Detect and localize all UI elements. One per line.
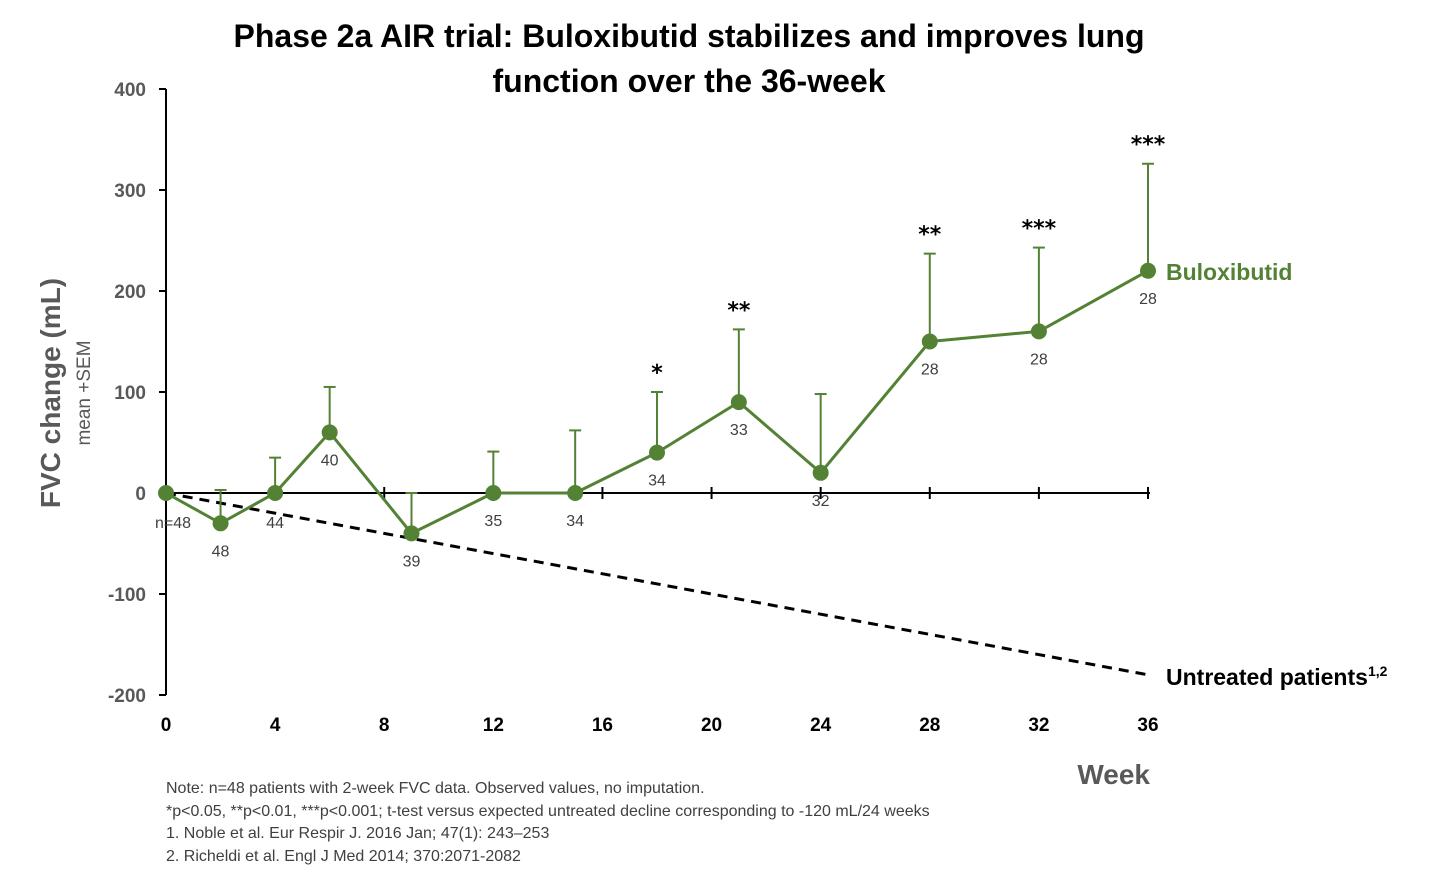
data-point bbox=[649, 444, 665, 461]
n-label: 34 bbox=[566, 513, 584, 530]
data-point bbox=[567, 485, 584, 501]
x-axis-label: Week bbox=[1077, 759, 1150, 790]
y-tick-label: 200 bbox=[114, 282, 146, 303]
data-point bbox=[485, 485, 502, 501]
chart-title-line-2: function over the 36-week bbox=[493, 63, 886, 99]
x-tick-label: 28 bbox=[919, 715, 940, 736]
y-axis-sublabel: mean +SEM bbox=[74, 340, 95, 445]
x-tick-labels: 0 4 8 12 16 20 24 28 32 36 bbox=[161, 715, 1159, 736]
significance-label: ** bbox=[918, 223, 942, 248]
significance-label: *** bbox=[1131, 133, 1166, 158]
error-bars bbox=[214, 162, 1154, 534]
n-label: 28 bbox=[1030, 351, 1048, 368]
data-point bbox=[921, 333, 938, 350]
x-tick-label: 8 bbox=[379, 715, 390, 736]
footnote-significance: *p<0.05, **p<0.01, ***p<0.001; t-test ve… bbox=[166, 802, 930, 820]
y-tick-label: -100 bbox=[108, 585, 146, 606]
x-tick-label: 16 bbox=[592, 715, 613, 736]
chart-title-line-1: Phase 2a AIR trial: Buloxibutid stabiliz… bbox=[234, 18, 1145, 54]
n-label: 33 bbox=[730, 422, 748, 439]
y-tick-label: 0 bbox=[135, 484, 146, 505]
legend-untreated: Untreated patients1,2 bbox=[1166, 663, 1388, 690]
significance-label: *** bbox=[1022, 217, 1057, 242]
n-label: 44 bbox=[266, 515, 284, 532]
significance-labels: ***** ****** bbox=[651, 133, 1166, 386]
x-tick-label: 0 bbox=[161, 715, 172, 736]
footnote-reference-1: 1. Noble et al. Eur Respir J. 2016 Jan; … bbox=[166, 825, 550, 842]
data-point bbox=[1030, 323, 1047, 340]
untreated-series bbox=[165, 491, 1149, 677]
x-tick-label: 24 bbox=[810, 715, 832, 736]
footnote-note: Note: n=48 patients with 2-week FVC data… bbox=[166, 780, 705, 797]
data-point bbox=[730, 394, 747, 411]
footnote-reference-2: 2. Richeldi et al. Engl J Med 2014; 370:… bbox=[166, 847, 521, 865]
x-tick-label: 4 bbox=[270, 715, 281, 736]
n-label: 28 bbox=[921, 362, 939, 379]
data-point bbox=[403, 525, 420, 542]
y-tick-label: 100 bbox=[114, 383, 146, 404]
legend-buloxibutid: Buloxibutid bbox=[1166, 259, 1292, 285]
legend-untreated-superscript: 1,2 bbox=[1368, 663, 1388, 679]
data-point bbox=[158, 485, 174, 501]
x-tick-label: 20 bbox=[701, 715, 722, 736]
untreated-dashed-line bbox=[165, 491, 1149, 677]
legend-untreated-text: Untreated patients bbox=[1166, 664, 1368, 690]
y-tick-label: 400 bbox=[114, 80, 146, 101]
data-point bbox=[321, 424, 338, 441]
n-label: 32 bbox=[812, 493, 830, 510]
data-point bbox=[812, 464, 829, 481]
n-label: 39 bbox=[403, 553, 421, 570]
n-label: 40 bbox=[321, 452, 339, 469]
y-tick-labels: -200 -100 0 100 200 300 400 bbox=[108, 80, 146, 707]
n-labels: n=48 48 44 40 39 35 34 34 33 32 28 28 28 bbox=[155, 291, 1157, 571]
x-tick-label: 12 bbox=[483, 715, 504, 736]
data-point bbox=[267, 485, 284, 501]
x-tick-label: 32 bbox=[1028, 715, 1049, 736]
n-label: 28 bbox=[1139, 291, 1157, 308]
data-point bbox=[212, 515, 229, 532]
n-label: 35 bbox=[484, 513, 502, 530]
y-tick-label: 300 bbox=[114, 181, 146, 202]
data-points bbox=[158, 262, 1156, 542]
y-tick-label: -200 bbox=[108, 686, 146, 707]
y-axis-label: FVC change (mL) bbox=[35, 278, 66, 508]
x-tick-label: 36 bbox=[1137, 715, 1158, 736]
n-label: 48 bbox=[212, 543, 230, 560]
n-label: 34 bbox=[648, 473, 666, 490]
data-point bbox=[1140, 262, 1156, 279]
significance-label: * bbox=[651, 361, 663, 386]
footnotes: Note: n=48 patients with 2-week FVC data… bbox=[166, 778, 1166, 868]
significance-label: ** bbox=[727, 298, 751, 323]
n-label: n=48 bbox=[155, 515, 191, 532]
